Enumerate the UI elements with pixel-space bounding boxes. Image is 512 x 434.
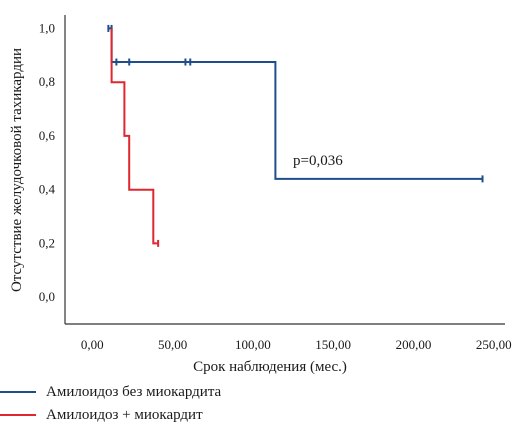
x-axis-title: Срок наблюдения (мес.)	[193, 359, 347, 375]
y-tick-label: 0,2	[39, 235, 55, 250]
legend-item-with-myocarditis: Амилоидоз + миокардит	[0, 405, 203, 425]
legend-label: Амилоидоз + миокардит	[46, 406, 203, 423]
legend-item-no-myocarditis: Амилоидоз без миокардита	[0, 382, 221, 402]
y-tick-label: 0,4	[39, 182, 56, 197]
series-line-1	[110, 28, 159, 245]
legend-label: Амилоидоз без миокардита	[46, 383, 222, 400]
y-axis-title: Отсутствие желудочковой тахикардии	[9, 48, 25, 292]
x-tick-label: 250,00	[476, 337, 512, 352]
survival-chart: 0,0 0,2 0,4 0,6 0,8 1,0 0,00 50,00 100,00 150,00…	[9, 15, 512, 375]
x-tick-label: 50,00	[158, 337, 187, 352]
x-tick-label: 200,00	[396, 337, 432, 352]
legend-swatch-red	[0, 414, 36, 416]
p-value-annotation: p=0,036	[293, 153, 343, 169]
y-tick-label: 0,8	[39, 74, 55, 89]
x-tick-label: 100,00	[235, 337, 271, 352]
y-tick-label: 0,6	[39, 128, 56, 143]
y-tick-label: 0,0	[39, 289, 55, 304]
legend-swatch-blue	[0, 391, 36, 393]
x-tick-label: 150,00	[315, 337, 351, 352]
x-tick-label: 0,00	[81, 337, 104, 352]
y-tick-label: 1,0	[39, 20, 55, 35]
